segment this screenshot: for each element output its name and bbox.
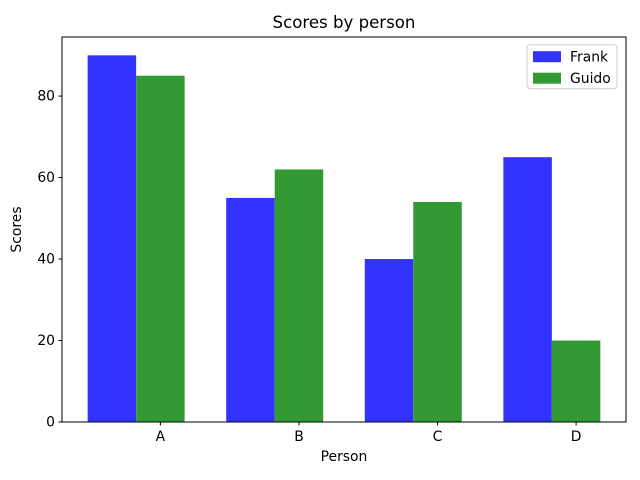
- legend: Frank Guido: [526, 44, 618, 90]
- bar-guido-C: [413, 202, 462, 422]
- legend-label-guido: Guido: [570, 71, 611, 87]
- bar-guido-A: [136, 75, 185, 422]
- plot-area: 0 20 40 60 80 A B C D: [37, 36, 627, 445]
- x-tick-label-A: A: [156, 429, 166, 445]
- y-tick-label: 80: [37, 89, 55, 105]
- y-tick-label: 20: [37, 333, 55, 349]
- y-tick-label: 60: [37, 170, 55, 186]
- y-tick-label: 40: [37, 251, 55, 267]
- x-tick-label-C: C: [433, 429, 443, 445]
- bar-guido-D: [551, 340, 601, 422]
- x-axis-label: Person: [321, 449, 368, 465]
- legend-label-frank: Frank: [570, 50, 608, 66]
- legend-swatch-guido: [533, 72, 561, 84]
- x-tick-label-D: D: [571, 429, 582, 445]
- x-tick-label-B: B: [294, 429, 304, 445]
- axes-spines: [61, 36, 627, 423]
- y-tick-label: 0: [46, 414, 55, 430]
- bar-frank-A: [87, 55, 137, 422]
- bar-guido-B: [274, 169, 324, 422]
- bar-frank-D: [503, 157, 552, 422]
- bar-frank-B: [226, 197, 275, 422]
- chart-title: Scores by person: [273, 13, 416, 32]
- legend-swatch-frank: [533, 51, 561, 63]
- bar-frank-C: [364, 259, 414, 422]
- y-axis-label: Scores: [9, 206, 25, 252]
